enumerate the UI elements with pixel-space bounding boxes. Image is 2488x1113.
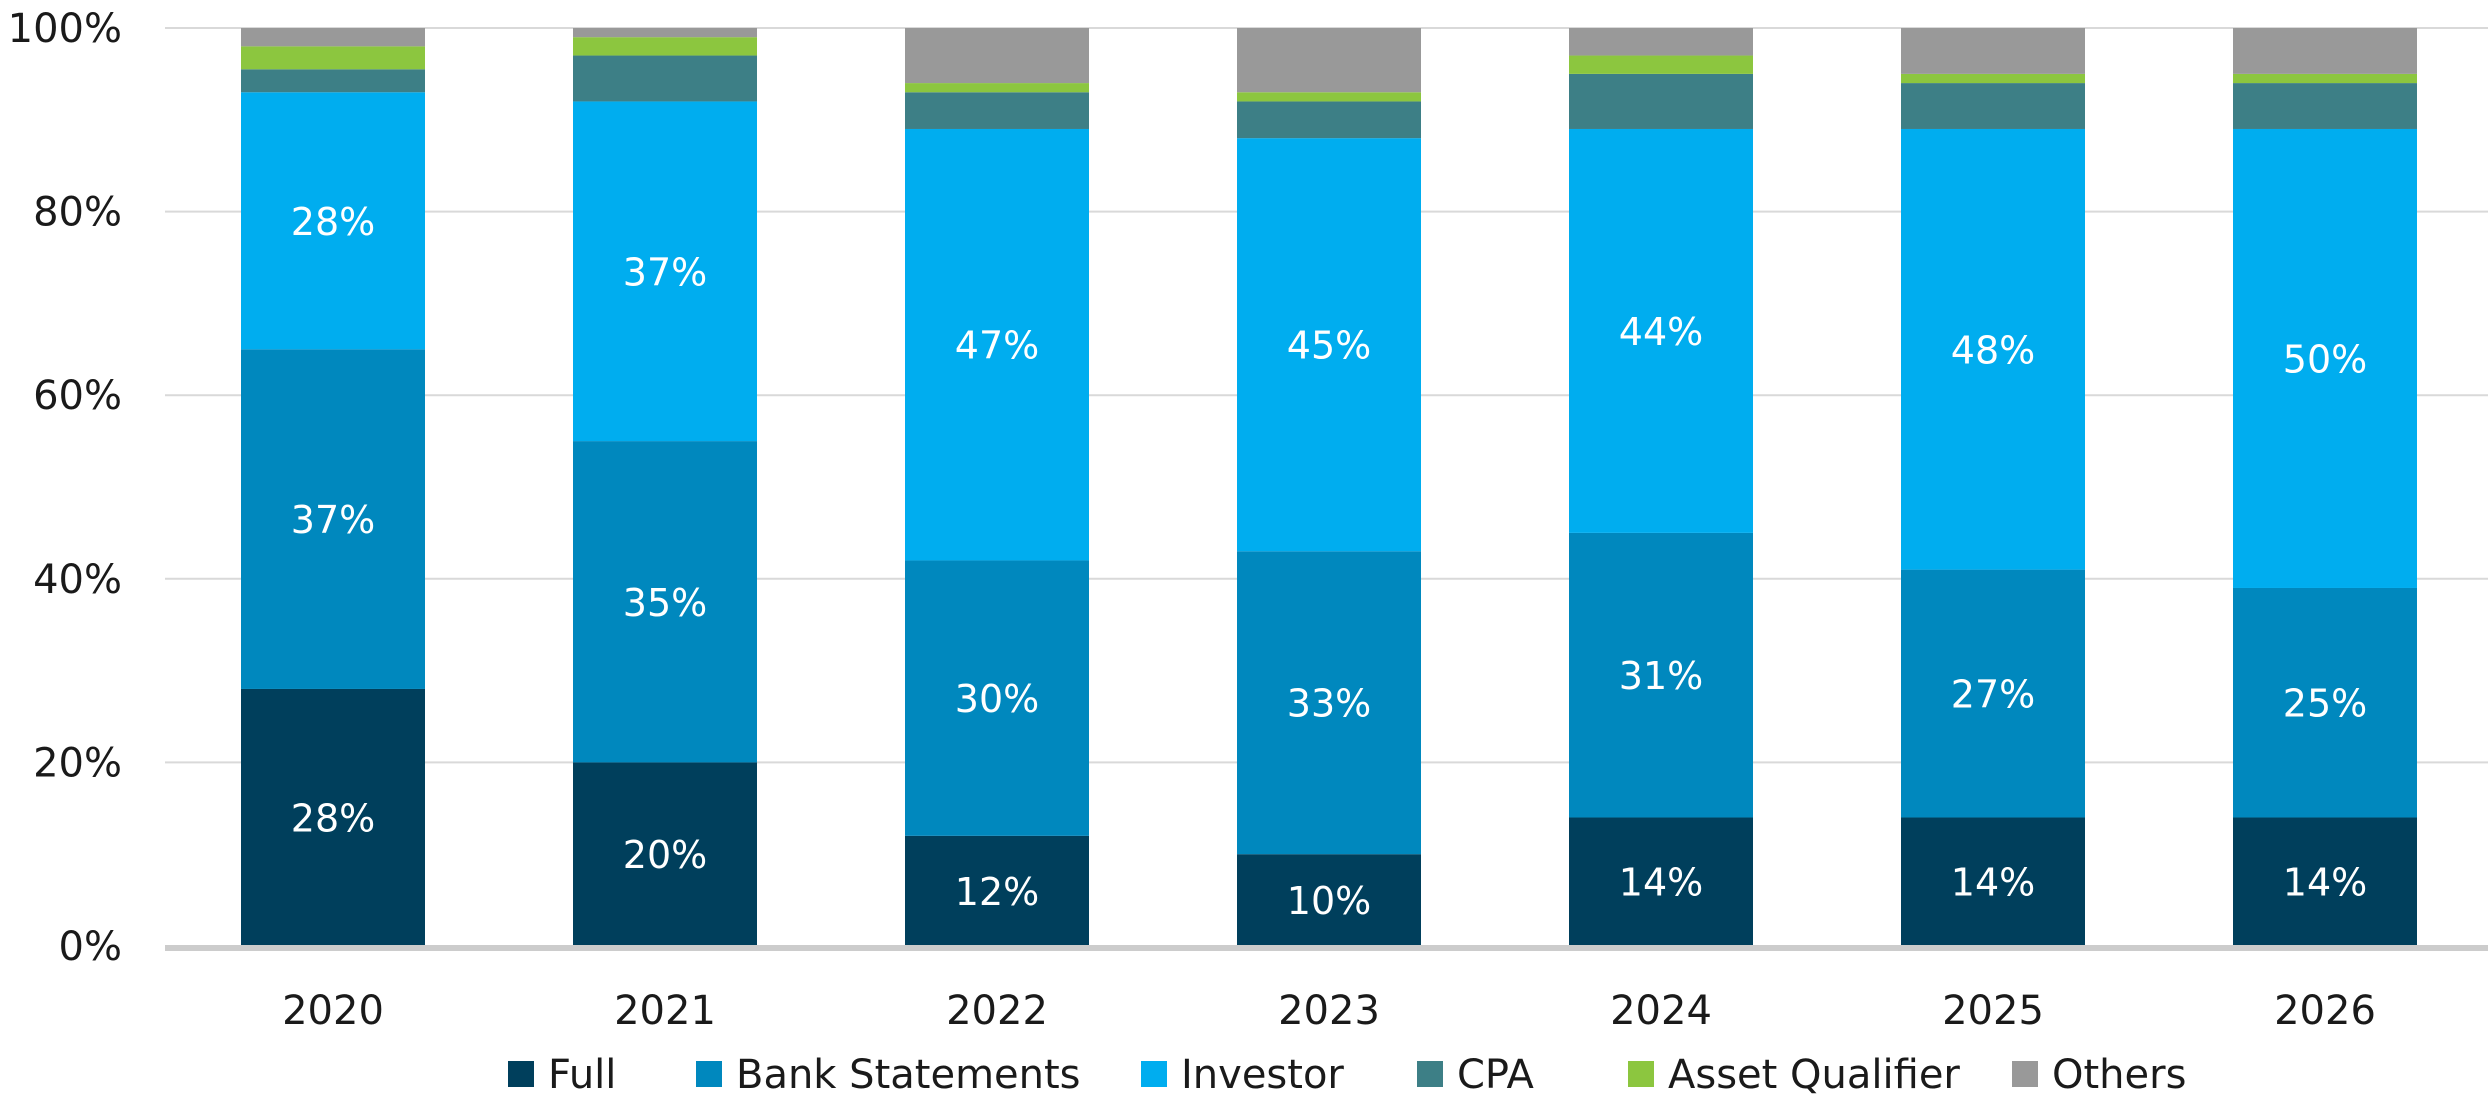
legend-label: Others xyxy=(2052,1052,2186,1098)
bar-segment xyxy=(905,128,1089,561)
legend-swatch xyxy=(508,1061,534,1087)
bar-segment xyxy=(573,101,757,442)
data-label: 28% xyxy=(291,796,375,840)
bar-segment xyxy=(1901,83,2085,129)
bar-segment xyxy=(573,37,757,56)
bar-segment xyxy=(1237,854,1421,946)
bar-segment xyxy=(905,560,1089,836)
bar-segment xyxy=(1901,73,2085,84)
bar-segment xyxy=(1237,101,1421,139)
bar-segment xyxy=(573,441,757,763)
bar-segment xyxy=(241,69,425,93)
bar-segment xyxy=(241,349,425,689)
y-tick-label: 100% xyxy=(8,6,122,52)
bar-segment xyxy=(2233,817,2417,946)
bar-segment xyxy=(1237,92,1421,102)
bar-segment xyxy=(241,92,425,350)
legend: Full Bank Statements Investor CPA Asset Qual… xyxy=(508,1052,2186,1098)
x-category-label: 2023 xyxy=(1278,988,1380,1034)
x-category-label: 2025 xyxy=(1942,988,2044,1034)
legend-label: CPA xyxy=(1457,1052,1534,1098)
x-category-label: 2021 xyxy=(614,988,716,1034)
bar-segment xyxy=(573,762,757,946)
y-tick-label: 60% xyxy=(33,373,122,419)
data-label: 28% xyxy=(291,200,375,244)
data-label: 10% xyxy=(1287,879,1371,923)
data-label: 20% xyxy=(623,833,707,877)
bar-segment xyxy=(2233,73,2417,84)
legend-swatch xyxy=(1141,1061,1167,1087)
x-category-label: 2026 xyxy=(2274,988,2376,1034)
data-label: 12% xyxy=(955,870,1039,914)
bar-segment xyxy=(1569,532,1753,818)
bar-segment xyxy=(1901,128,2085,570)
bar-segment xyxy=(1569,817,1753,946)
bar-segment xyxy=(905,83,1089,93)
legend-swatch xyxy=(1417,1061,1443,1087)
y-axis-ticks: 0% 20% 40% 60% 80% 100% xyxy=(8,6,122,970)
legend-swatch xyxy=(696,1061,722,1087)
bar-segment xyxy=(905,28,1089,84)
legend-label: Investor xyxy=(1181,1052,1344,1098)
legend-label: Full xyxy=(548,1052,616,1098)
legend-label: Bank Statements xyxy=(736,1052,1081,1098)
data-label: 44% xyxy=(1619,310,1703,354)
bar-segment xyxy=(573,28,757,38)
bar-segment xyxy=(1901,569,2085,818)
data-label: 14% xyxy=(2283,861,2367,905)
y-tick-label: 80% xyxy=(33,190,122,236)
bars xyxy=(241,28,2417,946)
bar-segment xyxy=(905,835,1089,946)
data-label: 14% xyxy=(1951,861,2035,905)
data-label: 45% xyxy=(1287,324,1371,368)
data-label: 27% xyxy=(1951,673,2035,717)
bar-segment xyxy=(573,55,757,102)
bar-segment xyxy=(241,28,425,47)
bar-segment xyxy=(1237,138,1421,552)
bar-segment xyxy=(1569,55,1753,74)
y-tick-label: 0% xyxy=(59,924,122,970)
bar-segment xyxy=(1569,128,1753,533)
bar-segment xyxy=(1901,28,2085,74)
x-axis-categories: 2020 2021 2022 2023 2024 2025 2026 xyxy=(282,988,2376,1034)
data-label: 47% xyxy=(955,324,1039,368)
data-label: 35% xyxy=(623,581,707,625)
x-category-label: 2020 xyxy=(282,988,384,1034)
legend-swatch xyxy=(1628,1061,1654,1087)
data-labels: 28% 37% 28% 20% 35% 37% 12% 30% 47% 10% 33% 45% 14% 3… xyxy=(291,200,2367,923)
bar-segment xyxy=(1569,73,1753,129)
bar-segment xyxy=(2233,28,2417,74)
data-label: 37% xyxy=(623,250,707,294)
data-label: 14% xyxy=(1619,861,1703,905)
bar-segment xyxy=(1237,551,1421,855)
data-label: 50% xyxy=(2283,337,2367,381)
bar-segment xyxy=(241,688,425,946)
y-tick-label: 20% xyxy=(33,740,122,786)
data-label: 37% xyxy=(291,498,375,542)
x-category-label: 2024 xyxy=(1610,988,1712,1034)
bar-segment xyxy=(241,46,425,70)
bar-segment xyxy=(2233,83,2417,129)
data-label: 48% xyxy=(1951,328,2035,372)
bar-segment xyxy=(2233,587,2417,818)
bar-segment xyxy=(1569,28,1753,56)
legend-swatch xyxy=(2012,1061,2038,1087)
bar-segment xyxy=(1237,28,1421,93)
data-label: 31% xyxy=(1619,654,1703,698)
data-label: 33% xyxy=(1287,682,1371,726)
bar-segment xyxy=(1901,817,2085,946)
y-tick-label: 40% xyxy=(33,557,122,603)
bar-segment xyxy=(905,92,1089,129)
x-category-label: 2022 xyxy=(946,988,1048,1034)
data-label: 30% xyxy=(955,677,1039,721)
bar-segment xyxy=(2233,128,2417,588)
data-label: 25% xyxy=(2283,682,2367,726)
legend-label: Asset Qualifier xyxy=(1668,1052,1960,1098)
